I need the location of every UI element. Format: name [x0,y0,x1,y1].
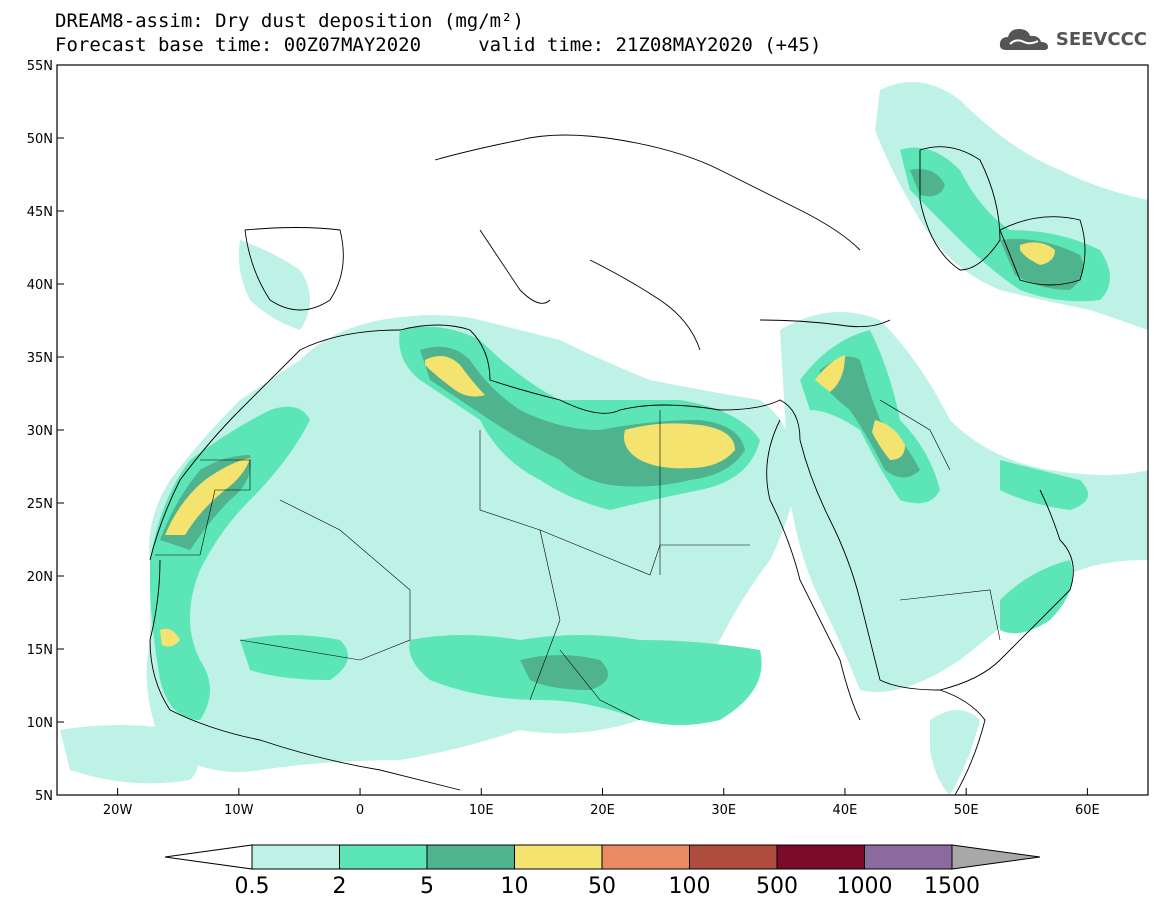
lat-tick-label: 50N [27,132,53,147]
colorbar-label: 2 [333,874,347,899]
colorbar-label: 500 [756,874,798,899]
coastlines [149,134,1086,795]
lon-tick-label: 10W [224,803,254,818]
lon-tick-label: 0 [356,803,364,818]
colorbar-swatch [514,844,603,870]
lat-tick-label: 30N [27,424,53,439]
lat-tick-label: 20N [27,570,53,585]
colorbar-label: 1000 [837,874,893,899]
lon-tick-label: 10E [469,803,494,818]
colorbar-label: 5 [420,874,434,899]
lat-tick-label: 5N [35,789,53,804]
colorbar-swatch [689,844,778,870]
colorbar-swatch [776,844,865,870]
map-title: DREAM8-assim: Dry dust deposition (mg/m²… [55,10,524,32]
country-borders [155,399,1001,721]
longitude-axis: 20W 10W 0 10E 20E 30E 40E 50E 60E [103,788,1100,818]
latitude-axis: 55N 50N 45N 40N 35N 30N 25N 20N 15N 10N 5N [27,59,64,804]
colorbar-label: 1500 [924,874,980,899]
seevccc-logo: SEEVCCC [998,24,1147,54]
logo-text: SEEVCCC [1055,28,1147,50]
lon-tick-label: 20W [103,803,133,818]
lat-tick-label: 40N [27,278,53,293]
lon-tick-label: 40E [833,803,858,818]
colorbar-swatch [339,844,428,870]
cloud-icon [999,29,1048,50]
colorbar-label: 100 [669,874,711,899]
colorbar: 0.5 2 5 10 50 100 500 1000 1500 [164,844,1041,899]
lon-tick-label: 60E [1075,803,1100,818]
colorbar-label: 0.5 [235,874,270,899]
lat-tick-label: 45N [27,205,53,220]
lat-tick-label: 25N [27,497,53,512]
colorbar-swatch [601,844,690,870]
colorbar-label: 10 [501,874,529,899]
colorbar-swatch [251,844,340,870]
deposition-level-10 [160,242,1055,647]
colorbar-swatch [426,844,515,870]
lat-tick-label: 10N [27,716,53,731]
colorbar-label: 50 [588,874,616,899]
lat-tick-label: 35N [27,351,53,366]
forecast-times: Forecast base time: 00Z07MAY2020 valid t… [55,34,822,56]
dust-deposition-field [60,82,1148,795]
colorbar-over-triangle [951,844,1041,870]
colorbar-swatch [864,844,953,870]
lon-tick-label: 30E [711,803,736,818]
lat-tick-label: 15N [27,643,53,658]
lon-tick-label: 50E [954,803,979,818]
colorbar-under-triangle [164,844,253,870]
lat-tick-label: 55N [27,59,53,74]
lon-tick-label: 20E [590,803,615,818]
